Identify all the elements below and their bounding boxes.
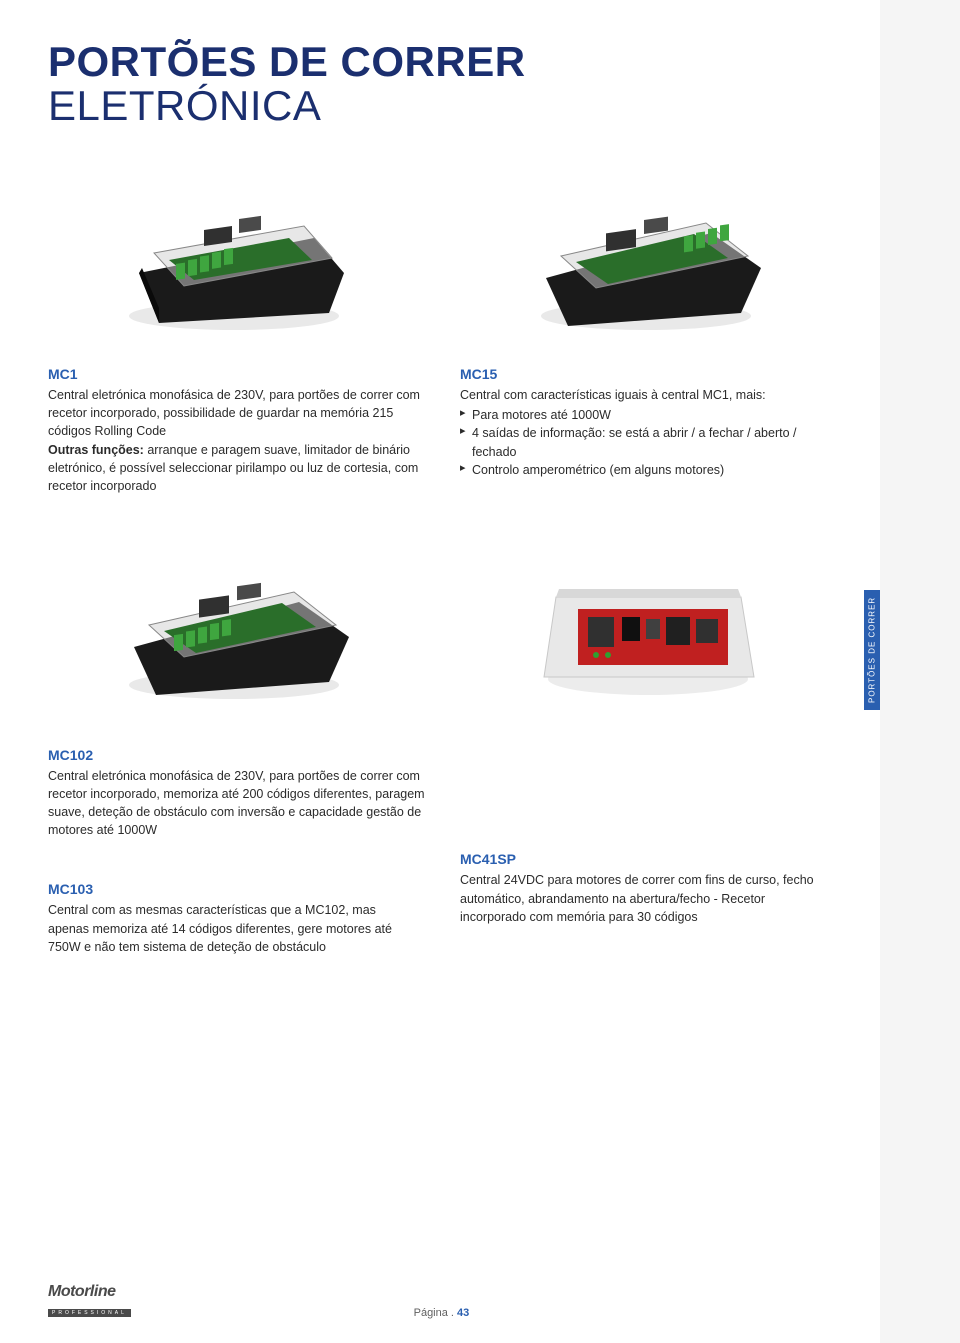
controller-black-icon	[104, 178, 364, 338]
product-image-mc1	[48, 158, 420, 358]
catalog-page: PORTÕES DE CORRER ELETRÓNICA	[0, 0, 880, 1343]
logo-subtext: PROFESSIONAL	[48, 1309, 131, 1317]
product-mc102: MC102 Central eletrónica monofásica de 2…	[48, 747, 448, 840]
title-light: ELETRÓNICA	[48, 84, 832, 128]
bullet-item: Para motores até 1000W	[460, 406, 832, 424]
page-header: PORTÕES DE CORRER ELETRÓNICA	[48, 40, 832, 128]
product-title: MC15	[460, 366, 832, 382]
brand-logo: Motorline PROFESSIONAL	[48, 1283, 131, 1319]
product-mc103: MC103 Central com as mesmas característi…	[48, 839, 420, 955]
bullet-item: Controlo amperométrico (em alguns motore…	[460, 461, 832, 479]
product-image-mc102	[48, 527, 420, 727]
product-desc: Central 24VDC para motores de correr com…	[460, 871, 832, 925]
product-title: MC102	[48, 747, 448, 763]
product-title: MC1	[48, 366, 420, 382]
product-mc41sp-col	[460, 527, 832, 735]
controller-black-icon	[104, 547, 364, 707]
product-mc41sp: MC41SP Central 24VDC para motores de cor…	[460, 839, 832, 955]
title-bold: PORTÕES DE CORRER	[48, 40, 832, 84]
bullet-item: 4 saídas de informação: se está a abrir …	[460, 424, 832, 460]
product-row-2	[48, 527, 832, 735]
product-title: MC103	[48, 881, 420, 897]
product-title: MC41SP	[460, 851, 832, 867]
product-row-1: MC1 Central eletrónica monofásica de 230…	[48, 158, 832, 495]
product-desc: Central eletrónica monofásica de 230V, p…	[48, 386, 420, 495]
product-image-mc15	[460, 158, 832, 358]
product-row-3: MC103 Central com as mesmas característi…	[48, 839, 832, 955]
page-footer: Motorline PROFESSIONAL Página . 43	[48, 1283, 832, 1319]
product-desc: Central com as mesmas características qu…	[48, 901, 420, 955]
logo-text: Motorline	[48, 1283, 131, 1301]
product-mc102-col	[48, 527, 420, 735]
product-image-mc41sp	[460, 527, 832, 727]
controller-black-icon	[516, 178, 776, 338]
page-number: Página . 43	[131, 1307, 752, 1319]
side-tab: PORTÕES DE CORRER	[864, 590, 880, 710]
product-mc15: MC15 Central com características iguais …	[460, 158, 832, 495]
bullet-list: Para motores até 1000W 4 saídas de infor…	[460, 406, 832, 479]
product-mc1: MC1 Central eletrónica monofásica de 230…	[48, 158, 420, 495]
controller-white-icon	[516, 547, 776, 707]
product-desc: Central eletrónica monofásica de 230V, p…	[48, 767, 448, 840]
product-desc: Central com características iguais à cen…	[460, 386, 832, 404]
